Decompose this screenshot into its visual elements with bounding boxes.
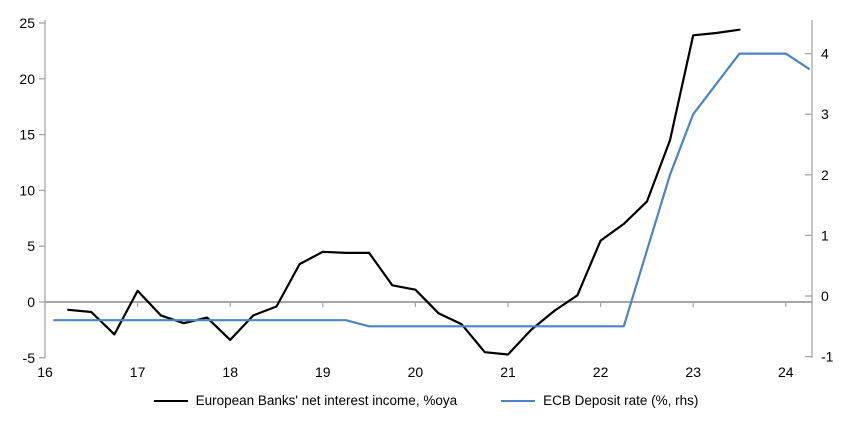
left-axis-tick-label: 25 [19, 15, 35, 31]
right-axis-tick-label: 2 [821, 167, 829, 183]
left-axis-tick-label: 10 [19, 182, 35, 198]
x-axis-tick-label: 20 [408, 364, 424, 380]
net-interest-income-line [67, 28, 741, 356]
left-axis-tick-label: 20 [19, 71, 35, 87]
x-axis-tick-label: 21 [500, 364, 516, 380]
legend-item-net-interest-income: European Banks' net interest income, %oy… [153, 393, 458, 408]
right-axis-tick-label: 1 [821, 227, 829, 243]
x-axis-tick-label: 16 [37, 364, 53, 380]
x-axis-tick-label: 17 [130, 364, 146, 380]
x-axis-tick-label: 19 [315, 364, 331, 380]
right-axis-tick-label: 4 [821, 46, 829, 62]
x-axis-tick-label: 22 [593, 364, 609, 380]
x-axis-tick-label: 18 [222, 364, 238, 380]
legend-label-ecb-deposit-rate: ECB Deposit rate (%, rhs) [543, 393, 699, 408]
ecb-deposit-rate-line [53, 52, 811, 328]
chart-legend: European Banks' net interest income, %oy… [0, 393, 852, 408]
left-axis-tick-label: 0 [27, 294, 35, 310]
right-axis-tick-label: 3 [821, 106, 829, 122]
legend-item-ecb-deposit-rate: ECB Deposit rate (%, rhs) [501, 393, 698, 408]
left-axis-tick-label: 15 [19, 127, 35, 143]
left-axis-tick-label: 5 [27, 238, 35, 254]
right-axis-tick-label: 0 [821, 288, 829, 304]
x-axis-tick-label: 23 [685, 364, 701, 380]
right-axis-tick-label: -1 [821, 349, 834, 365]
left-axis-tick-label: -5 [23, 350, 36, 366]
x-axis-tick-label: 24 [778, 364, 794, 380]
net-interest-income-line-swatch [153, 399, 188, 402]
legend-label-net-interest-income: European Banks' net interest income, %oy… [195, 393, 458, 408]
ecb-deposit-rate-line-swatch [501, 399, 536, 402]
